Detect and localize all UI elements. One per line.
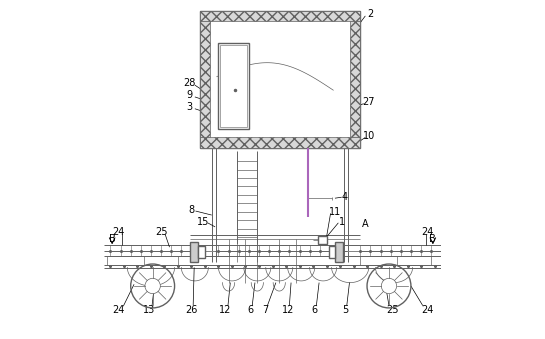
Text: 12: 12: [282, 305, 294, 315]
Text: 28: 28: [184, 78, 196, 88]
Text: 11: 11: [329, 207, 341, 217]
FancyBboxPatch shape: [198, 246, 204, 258]
FancyBboxPatch shape: [200, 21, 210, 137]
Text: 7: 7: [263, 305, 269, 315]
FancyBboxPatch shape: [200, 11, 360, 147]
Text: 1: 1: [338, 217, 345, 227]
FancyBboxPatch shape: [219, 43, 249, 129]
FancyBboxPatch shape: [210, 21, 350, 137]
Text: 10: 10: [362, 131, 375, 141]
Text: 27: 27: [362, 97, 375, 107]
Text: 6: 6: [247, 305, 253, 315]
Text: 8: 8: [189, 205, 195, 215]
Text: B: B: [429, 234, 436, 244]
FancyBboxPatch shape: [318, 236, 326, 244]
Text: 13: 13: [143, 305, 155, 315]
Text: 2: 2: [367, 8, 373, 19]
Text: 24: 24: [421, 227, 433, 237]
Text: 6: 6: [312, 305, 318, 315]
Text: 12: 12: [219, 305, 232, 315]
Text: B: B: [109, 234, 116, 244]
Text: 24: 24: [113, 305, 125, 315]
Text: 26: 26: [185, 305, 198, 315]
Text: 24: 24: [113, 227, 125, 237]
FancyBboxPatch shape: [200, 137, 360, 147]
Text: 4: 4: [342, 192, 348, 201]
Text: 15: 15: [197, 217, 209, 227]
Text: 25: 25: [155, 227, 167, 237]
Text: 3: 3: [187, 102, 193, 112]
FancyBboxPatch shape: [335, 242, 343, 262]
Text: 25: 25: [386, 305, 398, 315]
Circle shape: [145, 278, 160, 294]
FancyBboxPatch shape: [190, 242, 198, 262]
Text: 9: 9: [187, 90, 193, 100]
Text: A: A: [362, 219, 368, 228]
Text: 24: 24: [421, 305, 433, 315]
Circle shape: [382, 278, 397, 294]
FancyBboxPatch shape: [329, 246, 335, 258]
FancyBboxPatch shape: [200, 11, 360, 21]
FancyBboxPatch shape: [350, 21, 360, 137]
Text: 5: 5: [342, 305, 348, 315]
